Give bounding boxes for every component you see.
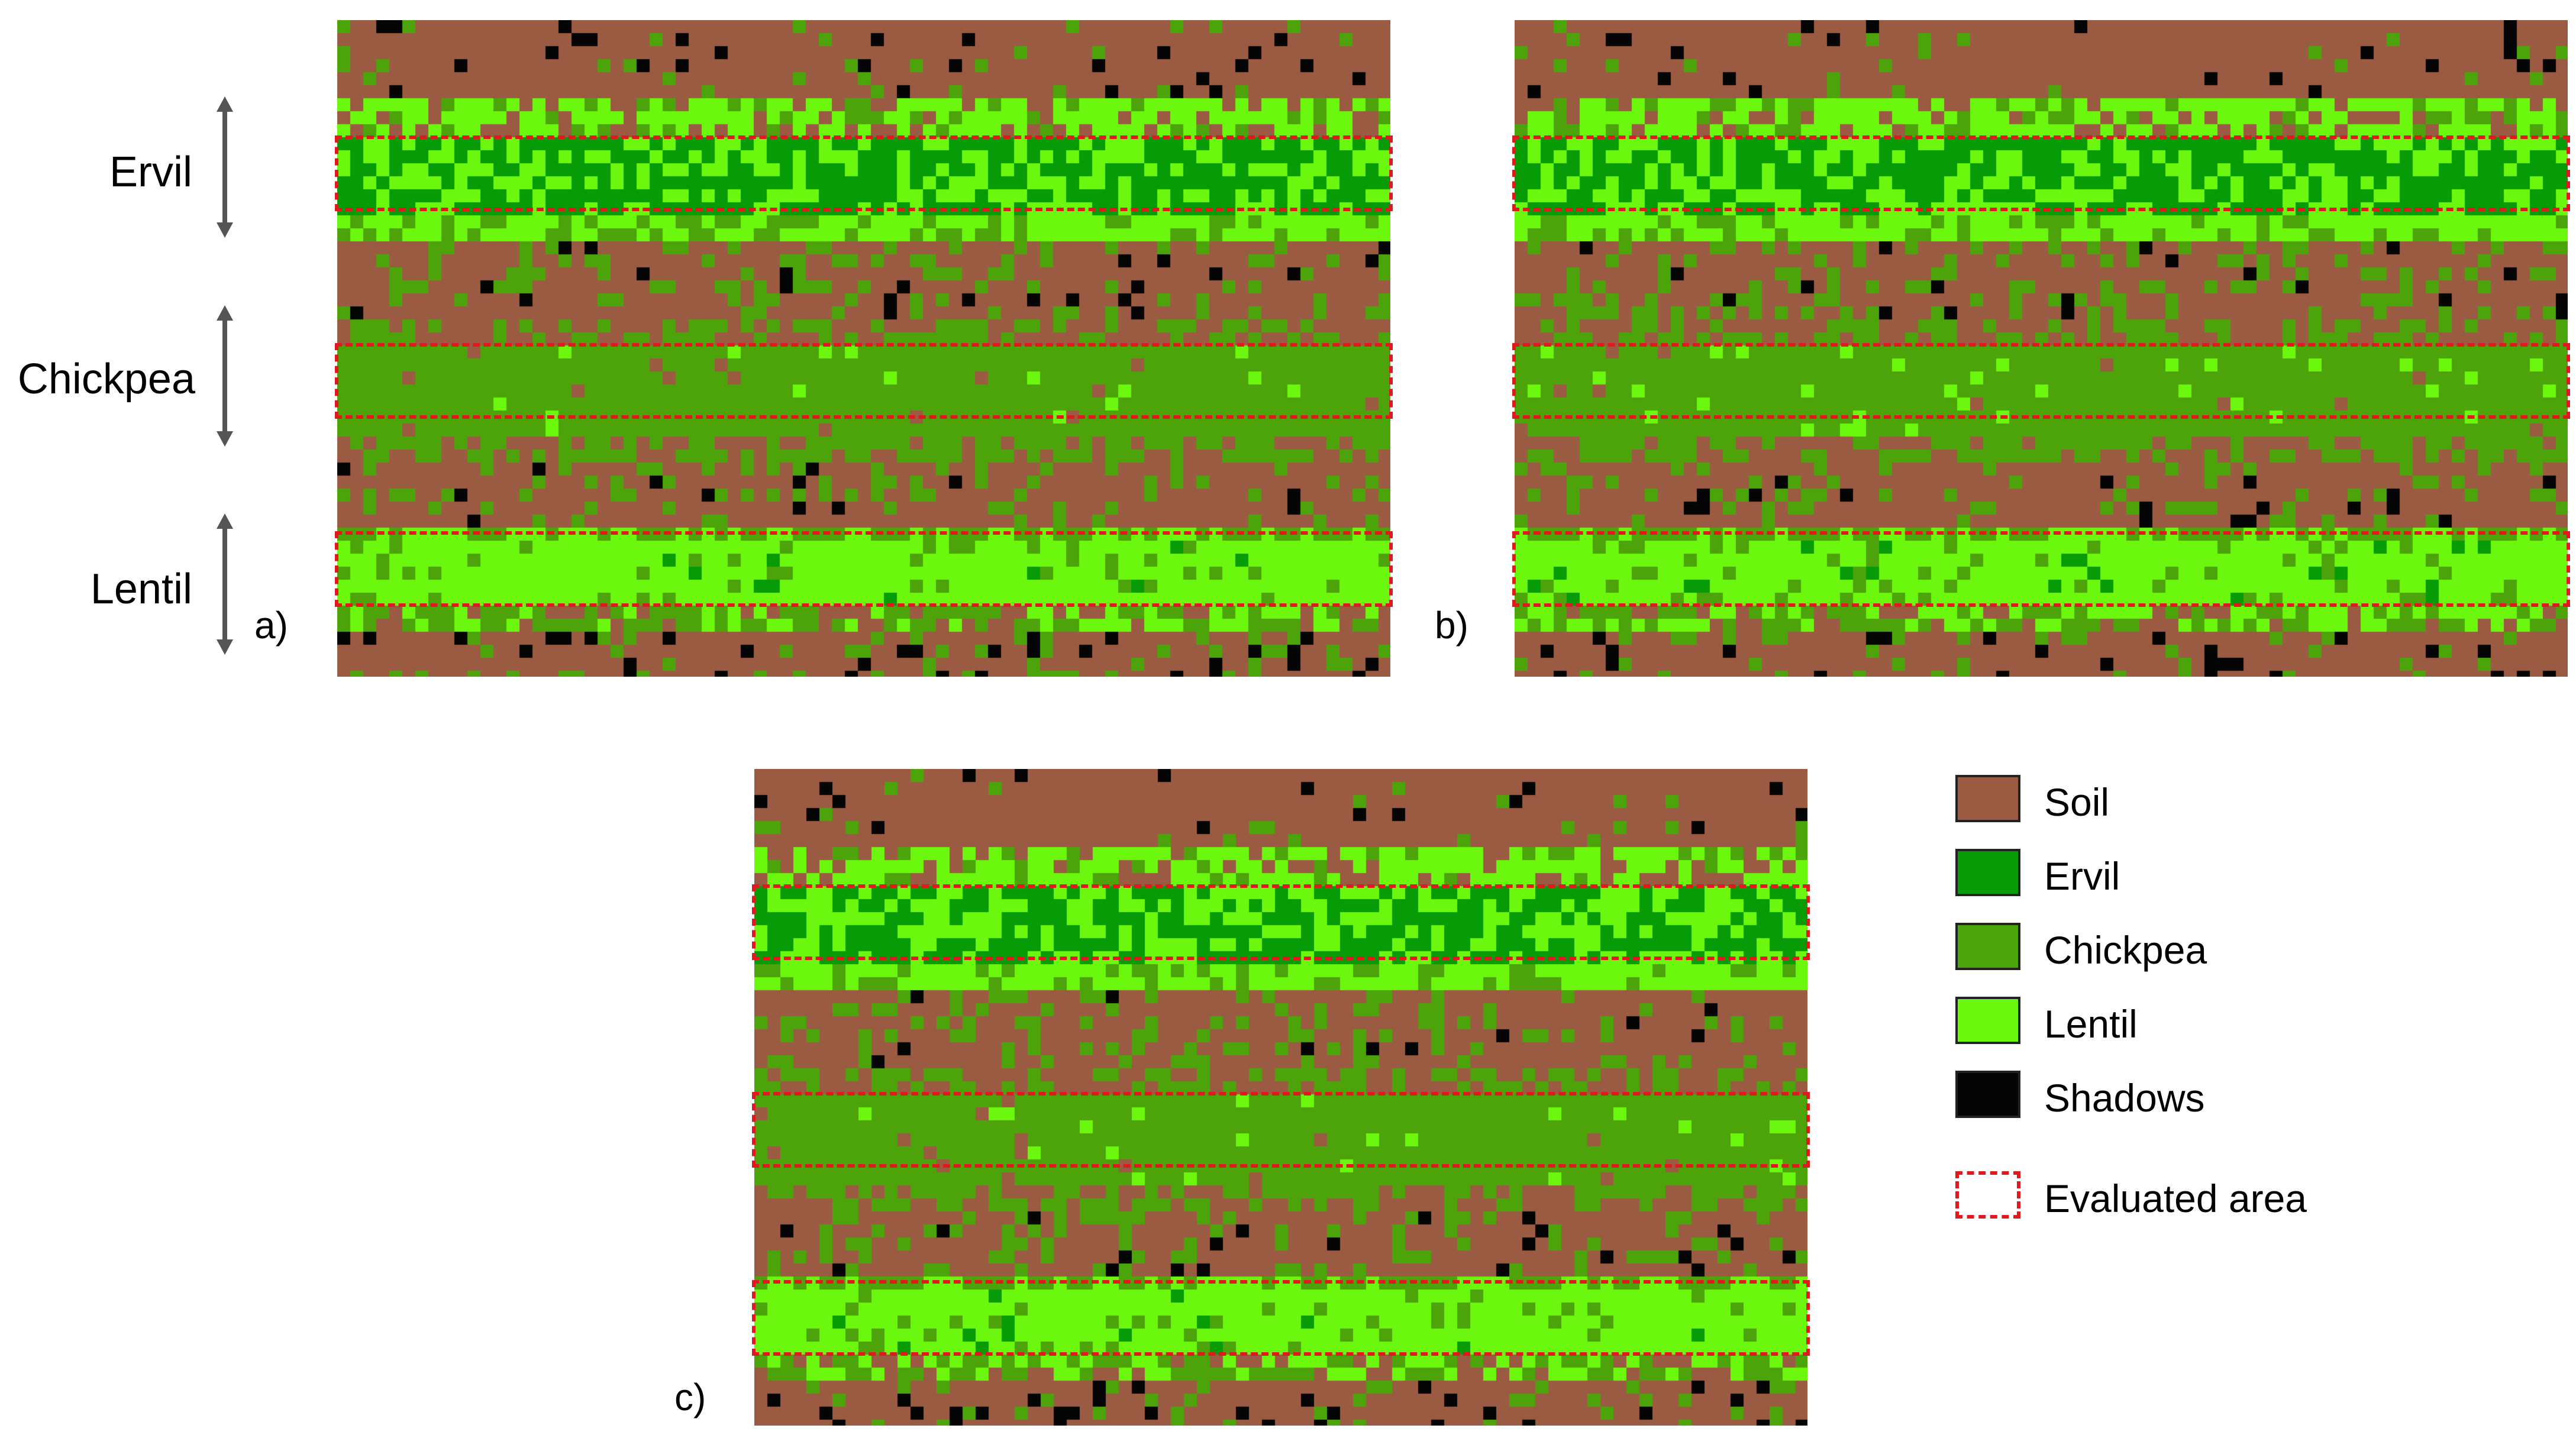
double-arrow-icon bbox=[217, 305, 233, 447]
panel-label-b: b) bbox=[1435, 604, 1468, 647]
evaluated-area-chickpea-a bbox=[335, 343, 1393, 419]
legend-label-chickpea: Chickpea bbox=[2044, 928, 2207, 972]
pixel-map-b bbox=[1515, 20, 2568, 677]
panel-label-a: a) bbox=[254, 604, 288, 647]
row-label-ervil: Ervil bbox=[109, 148, 192, 196]
legend-label-evaluated-area: Evaluated area bbox=[2044, 1177, 2307, 1220]
row-label-chickpea: Chickpea bbox=[17, 356, 195, 403]
evaluated-area-lentil-c bbox=[752, 1280, 1810, 1356]
classification-map-a bbox=[335, 20, 1393, 677]
evaluated-area-chickpea-c bbox=[752, 1092, 1810, 1168]
double-arrow-icon bbox=[217, 513, 233, 655]
evaluated-area-lentil-b bbox=[1512, 531, 2570, 607]
chickpea-swatch bbox=[1955, 923, 2020, 970]
panel-label-c: c) bbox=[674, 1376, 706, 1418]
evaluated-area-chickpea-b bbox=[1512, 343, 2570, 419]
ervil-swatch bbox=[1955, 849, 2020, 896]
evaluated-area-ervil-b bbox=[1512, 135, 2570, 211]
legend-label-lentil: Lentil bbox=[2044, 1002, 2138, 1046]
classification-map-b bbox=[1512, 20, 2570, 677]
legend-label-ervil: Ervil bbox=[2044, 854, 2120, 898]
row-label-lentil: Lentil bbox=[90, 565, 192, 613]
evaluated-area-swatch bbox=[1955, 1171, 2020, 1219]
lentil-swatch bbox=[1955, 997, 2020, 1044]
classification-map-c bbox=[752, 769, 1810, 1426]
shadows-swatch bbox=[1955, 1071, 2020, 1118]
evaluated-area-ervil-a bbox=[335, 135, 1393, 211]
legend-label-shadows: Shadows bbox=[2044, 1076, 2205, 1120]
legend-label-soil: Soil bbox=[2044, 780, 2110, 824]
double-arrow-icon bbox=[217, 96, 233, 238]
evaluated-area-ervil-c bbox=[752, 884, 1810, 960]
soil-swatch bbox=[1955, 775, 2020, 822]
pixel-map-a bbox=[337, 20, 1390, 677]
evaluated-area-lentil-a bbox=[335, 531, 1393, 607]
pixel-map-c bbox=[754, 769, 1807, 1426]
